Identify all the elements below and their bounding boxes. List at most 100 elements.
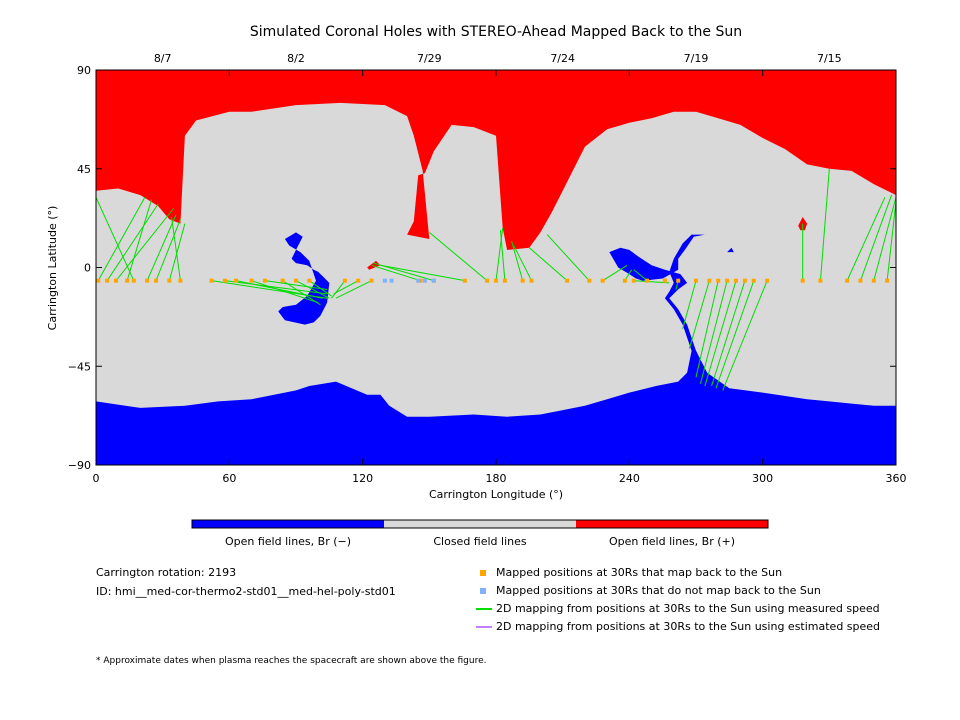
mapped-back-point (725, 278, 730, 283)
mapped-back-point (209, 278, 214, 283)
mapped-back-point (418, 278, 423, 283)
mapped-back-point (222, 278, 227, 283)
mapped-back-point (294, 278, 298, 283)
x-tick-label: 0 (93, 472, 100, 485)
mapping-line (819, 168, 830, 281)
x-tick-label: 360 (886, 472, 907, 485)
mapping-line (171, 216, 181, 281)
mapped-back-point (485, 278, 490, 283)
y-tick-label: −45 (68, 360, 91, 373)
mapping-line (495, 227, 504, 281)
mapped-back-point (694, 278, 698, 283)
legend-item-estimated-speed: 2D mapping from positions at 30Rs to the… (476, 618, 880, 636)
mapping-line (546, 234, 590, 282)
mapping-line (331, 280, 346, 299)
mapped-back-point (520, 278, 525, 283)
mapping-line (633, 269, 648, 282)
not-mapped-point (382, 278, 387, 283)
mapping-line (168, 223, 186, 281)
mapped-back-point (529, 278, 534, 283)
mapped-back-point (676, 278, 681, 283)
footnote: * Approximate dates when plasma reaches … (96, 656, 487, 666)
plot-area (95, 70, 897, 465)
mapping-line (704, 280, 737, 387)
coronal-hole-north-positive (96, 70, 896, 250)
mapping-line (335, 280, 372, 299)
mapped-back-point (751, 278, 756, 283)
mapped-back-point (858, 278, 863, 283)
mapped-back-point (154, 278, 158, 283)
model-id: ID: hmi__med-cor-thermo2-std01__med-hel-… (96, 585, 396, 598)
mapping-line (715, 280, 755, 389)
mapped-back-point (234, 278, 238, 283)
mapped-back-point (462, 278, 467, 283)
legend: Mapped positions at 30Rs that map back t… (476, 564, 880, 636)
mapped-back-point (845, 278, 850, 283)
green-line-icon (476, 608, 492, 610)
y-tick-label: −90 (68, 459, 91, 472)
mapped-back-point (734, 278, 738, 283)
mapping-line (859, 194, 893, 281)
legend-item-mapped-back: Mapped positions at 30Rs that map back t… (476, 564, 880, 582)
carrington-rotation: Carrington rotation: 2193 (96, 566, 237, 579)
mapped-back-point (280, 278, 285, 283)
orange-square-icon (480, 570, 486, 576)
legend-label: 2D mapping from positions at 30Rs to the… (496, 620, 881, 633)
mapped-back-point (622, 278, 627, 283)
mapping-line (846, 197, 886, 281)
x-axis-label: Carrington Longitude (°) (429, 488, 563, 501)
mapping-line (511, 241, 524, 281)
legend-item-not-mapped: Mapped positions at 30Rs that do not map… (476, 582, 880, 600)
top-date-label: 7/15 (817, 52, 842, 65)
legend-label: Mapped positions at 30Rs that do not map… (496, 584, 821, 597)
mapped-back-point (502, 278, 507, 283)
mapped-back-point (800, 278, 805, 283)
mapping-line (333, 280, 359, 295)
mapping-line (155, 219, 181, 281)
colorbar-frame (191, 519, 769, 529)
light-blue-square-icon (480, 588, 486, 594)
colorbar-segment-open-negative (192, 520, 384, 528)
mapped-back-point (645, 278, 650, 283)
mapped-back-point (885, 278, 890, 283)
top-date-label: 7/19 (684, 52, 709, 65)
mapping-line (699, 280, 728, 384)
mapping-line (97, 197, 146, 281)
coronal-hole-positive-spot-b (798, 217, 808, 231)
colorbar-label-open-negative: Open field lines, Br (−) (224, 535, 352, 548)
y-axis-label: Carrington Latitude (°) (46, 206, 59, 331)
x-tick-label: 60 (222, 472, 236, 485)
not-mapped-point (416, 278, 421, 283)
mapping-line (309, 280, 332, 297)
coronal-hole-hole-b-arm (609, 234, 708, 400)
mapped-back-point (307, 278, 312, 283)
mapping-line (224, 280, 328, 295)
mapped-back-point (716, 278, 721, 283)
mapping-line (380, 264, 465, 282)
top-date-label: 7/29 (417, 52, 442, 65)
mapped-back-point (105, 278, 110, 283)
mapped-back-point (765, 278, 770, 283)
mapping-line (873, 197, 897, 281)
mapped-back-point (342, 278, 347, 283)
mapping-line (146, 214, 177, 281)
mapping-line (688, 280, 710, 349)
mapped-back-point (662, 278, 667, 283)
y-tick-label: 0 (84, 262, 91, 275)
mapped-back-point (587, 278, 592, 283)
mapped-back-point (707, 278, 712, 283)
colorbar (191, 519, 769, 529)
mapping-line (371, 264, 421, 282)
legend-label: 2D mapping from positions at 30Rs to the… (496, 602, 880, 615)
top-date-label: 7/24 (550, 52, 575, 65)
mapped-back-point (494, 278, 498, 283)
mapping-line (602, 264, 628, 282)
mapped-back-point (125, 278, 130, 283)
mapping-line (722, 280, 768, 391)
mapping-line (513, 245, 533, 281)
x-tick-label: 180 (486, 472, 507, 485)
mapping-line (95, 197, 135, 281)
x-tick-label: 300 (752, 472, 773, 485)
mapped-back-point (600, 278, 605, 283)
coronal-hole-positive-spot-a (367, 260, 381, 270)
